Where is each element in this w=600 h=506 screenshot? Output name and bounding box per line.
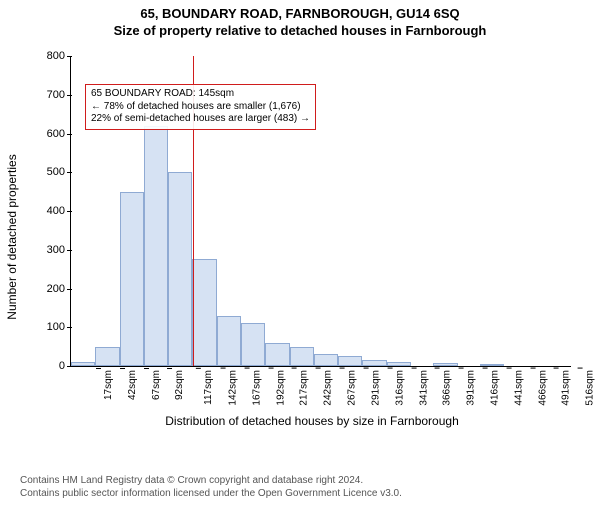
histogram-bar bbox=[168, 172, 192, 366]
histogram-bar bbox=[120, 192, 144, 366]
page-address-title: 65, BOUNDARY ROAD, FARNBOROUGH, GU14 6SQ bbox=[0, 6, 600, 21]
x-tick: 366sqm bbox=[440, 370, 453, 406]
annotation-line1: 65 BOUNDARY ROAD: 145sqm bbox=[91, 88, 310, 101]
histogram-bar bbox=[192, 259, 216, 366]
y-tick: 800 bbox=[47, 50, 71, 62]
histogram-bar bbox=[387, 362, 411, 366]
x-tick: 291sqm bbox=[368, 370, 381, 406]
histogram-bar bbox=[217, 316, 241, 366]
histogram-bar bbox=[338, 356, 362, 366]
footer-line2: Contains public sector information licen… bbox=[20, 488, 402, 501]
plot-area: 65 BOUNDARY ROAD: 145sqm ← 78% of detach… bbox=[70, 56, 571, 367]
y-tick: 300 bbox=[47, 244, 71, 256]
y-tick: 500 bbox=[47, 166, 71, 178]
y-axis-label: Number of detached properties bbox=[5, 154, 19, 319]
footer-credits: Contains HM Land Registry data © Crown c… bbox=[20, 475, 402, 500]
annotation-line3: 22% of semi-detached houses are larger (… bbox=[91, 113, 310, 126]
y-tick: 600 bbox=[47, 128, 71, 140]
histogram-bar bbox=[71, 362, 95, 366]
x-tick: 142sqm bbox=[226, 370, 239, 406]
x-tick: 42sqm bbox=[125, 370, 138, 400]
x-axis-label: Distribution of detached houses by size … bbox=[165, 414, 459, 428]
x-tick: 192sqm bbox=[273, 370, 286, 406]
x-tick: 242sqm bbox=[321, 370, 334, 406]
chart-container: Number of detached properties 65 BOUNDAR… bbox=[48, 52, 576, 422]
x-tick: 441sqm bbox=[511, 370, 524, 406]
x-tick: 491sqm bbox=[559, 370, 572, 406]
y-tick: 700 bbox=[47, 89, 71, 101]
x-tick: 67sqm bbox=[149, 370, 162, 400]
histogram-bar bbox=[480, 364, 504, 366]
x-tick: 466sqm bbox=[535, 370, 548, 406]
x-tick: 516sqm bbox=[583, 370, 596, 406]
page-subtitle: Size of property relative to detached ho… bbox=[0, 23, 600, 38]
footer-line1: Contains HM Land Registry data © Crown c… bbox=[20, 475, 402, 488]
x-tick: 167sqm bbox=[249, 370, 262, 406]
histogram-bar bbox=[433, 363, 457, 366]
histogram-bar bbox=[95, 347, 119, 366]
histogram-bar bbox=[241, 323, 265, 366]
x-tick: 92sqm bbox=[172, 370, 185, 400]
y-tick: 100 bbox=[47, 321, 71, 333]
x-tick: 416sqm bbox=[488, 370, 501, 406]
histogram-bar bbox=[290, 347, 314, 366]
x-tick: 316sqm bbox=[392, 370, 405, 406]
x-tick: 267sqm bbox=[345, 370, 358, 406]
histogram-bar bbox=[314, 354, 338, 366]
annotation-line2: ← 78% of detached houses are smaller (1,… bbox=[91, 101, 310, 114]
histogram-bar bbox=[362, 360, 386, 366]
x-tick: 17sqm bbox=[101, 370, 114, 400]
x-tick: 217sqm bbox=[297, 370, 310, 406]
x-tick: 341sqm bbox=[416, 370, 429, 406]
annotation-box: 65 BOUNDARY ROAD: 145sqm ← 78% of detach… bbox=[85, 84, 316, 130]
y-tick: 200 bbox=[47, 283, 71, 295]
y-tick: 0 bbox=[59, 360, 71, 372]
histogram-bar bbox=[265, 343, 289, 366]
histogram-bar bbox=[144, 126, 168, 366]
x-tick: 117sqm bbox=[201, 370, 214, 405]
y-tick: 400 bbox=[47, 205, 71, 217]
x-tick: 391sqm bbox=[464, 370, 477, 406]
